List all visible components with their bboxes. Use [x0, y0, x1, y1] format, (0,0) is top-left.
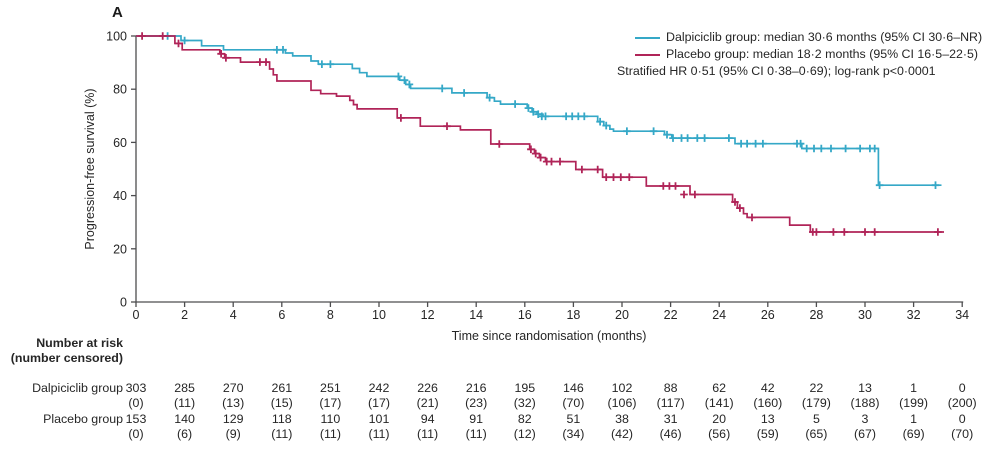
risk-table-header-line1: Number at risk	[36, 336, 123, 350]
x-tick-label: 26	[761, 308, 775, 322]
x-tick-label: 6	[278, 308, 285, 322]
km-series-placebo	[136, 32, 944, 236]
y-tick-label: 80	[113, 83, 127, 97]
x-tick-label: 4	[230, 308, 237, 322]
x-tick-label: 18	[566, 308, 580, 322]
stratified-hr-text: Stratified HR 0·51 (95% CI 0·38–0·69); l…	[617, 64, 936, 78]
x-tick-label: 0	[133, 308, 140, 322]
x-tick-label: 12	[421, 308, 435, 322]
legend-item-stratified-hr: Stratified HR 0·51 (95% CI 0·38–0·69); l…	[617, 63, 982, 80]
x-tick-label: 10	[372, 308, 386, 322]
y-axis-title: Progression-free survival (%)	[83, 88, 97, 250]
x-tick-label: 2	[181, 308, 188, 322]
y-tick-label: 40	[113, 189, 127, 203]
dalpiciclib-line-swatch	[635, 36, 660, 39]
x-axis-title: Time since randomisation (months)	[451, 329, 647, 343]
y-tick-label: 100	[106, 30, 127, 44]
x-tick-label: 16	[518, 308, 532, 322]
risk-row-label-dalpiciclib: Dalpiciclib group	[32, 381, 123, 395]
x-tick-label: 22	[664, 308, 678, 322]
x-tick-label: 28	[809, 308, 823, 322]
censor-marks	[138, 32, 942, 236]
x-tick-label: 30	[858, 308, 872, 322]
x-tick-label: 8	[327, 308, 334, 322]
legend-label-placebo: Placebo group: median 18·2 months (95% C…	[666, 47, 979, 61]
legend-item-dalpiciclib: Dalpiciclib group: median 30·6 months (9…	[617, 29, 982, 46]
legend-item-placebo: Placebo group: median 18·2 months (95% C…	[617, 46, 982, 63]
panel-label: A	[112, 4, 123, 21]
placebo-line-swatch	[635, 53, 660, 56]
risk-row-label-placebo: Placebo group	[43, 412, 123, 426]
legend: Dalpiciclib group: median 30·6 months (9…	[617, 29, 982, 80]
y-tick-label: 60	[113, 136, 127, 150]
y-tick-label: 20	[113, 242, 127, 256]
x-tick-label: 24	[712, 308, 726, 322]
x-tick-label: 34	[955, 308, 969, 322]
x-tick-label: 32	[907, 308, 921, 322]
risk-table-header-line2: (number censored)	[10, 351, 123, 365]
y-tick-label: 0	[120, 296, 127, 310]
legend-label-dalpiciclib: Dalpiciclib group: median 30·6 months (9…	[666, 30, 982, 44]
x-tick-label: 20	[615, 308, 629, 322]
x-tick-label: 14	[469, 308, 483, 322]
